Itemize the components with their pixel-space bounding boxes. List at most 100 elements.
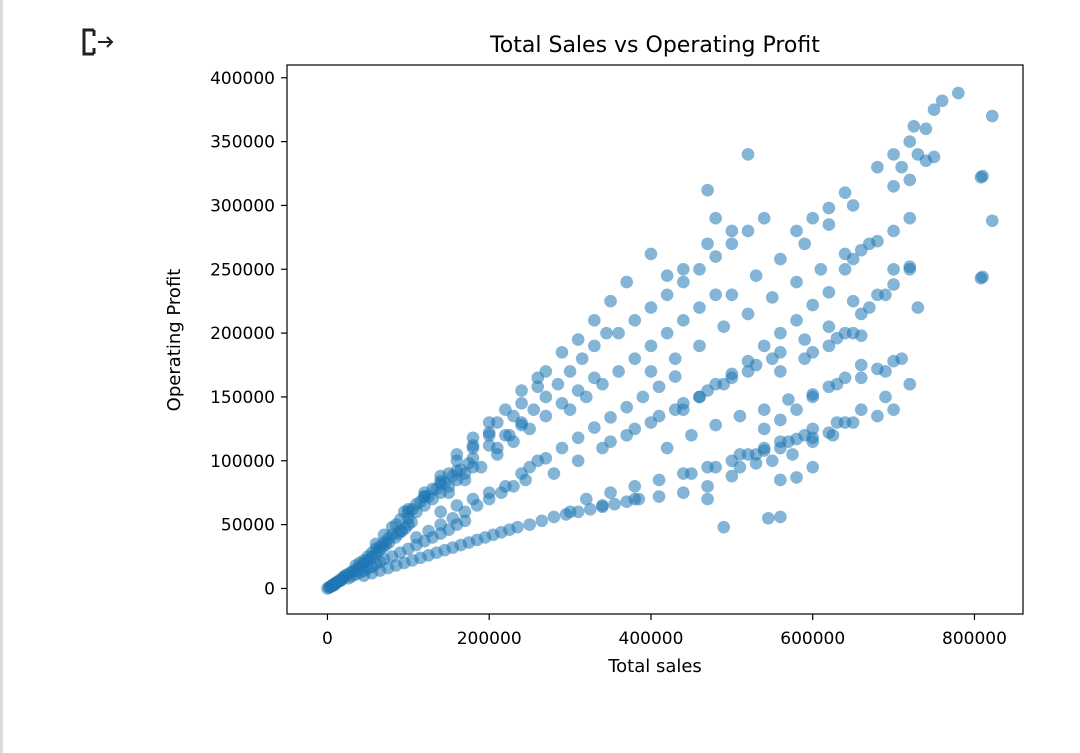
scatter-point [782,393,795,406]
output-redirect-icon[interactable] [80,26,116,58]
x-tick-label: 600000 [780,629,845,649]
scatter-point [584,503,597,516]
scatter-point [490,441,504,455]
scatter-point [887,278,900,291]
scatter-point [677,275,690,289]
scatter-point [442,467,456,480]
scatter-point [854,329,868,342]
scatter-point [806,431,820,445]
scatter-point [575,352,589,365]
scatter-point [822,201,836,215]
scatter-point [426,482,439,496]
scatter-point [563,403,577,417]
scatter-point [806,345,820,359]
points-layer [321,86,999,595]
scatter-point [854,243,868,257]
scatter-point [660,441,674,455]
x-tick-label: 0 [322,629,333,649]
scatter-point [503,428,516,442]
scatter-point [588,339,601,353]
scatter-point [466,492,480,506]
scatter-point [976,169,989,183]
scatter-point [620,495,633,508]
scatter-point [393,513,407,526]
scatter-point [410,497,423,511]
scatter-point [790,224,803,238]
scatter-point [822,426,836,440]
scatter-point [588,314,601,327]
scatter-point [709,250,722,263]
scatter-point [620,400,633,414]
scatter-point [774,510,787,524]
scatter-point [515,397,528,410]
scatter-point [911,301,925,314]
scatter-point [644,301,658,314]
scatter-point [579,390,593,404]
scatter-point [725,288,739,302]
y-tick-label: 200000 [210,324,275,344]
scatter-point [644,339,658,353]
scatter-point [907,119,921,133]
scatter-point [660,269,674,282]
scatter-point [854,403,868,417]
scatter-point [531,371,545,385]
scatter-point [717,520,731,534]
scatter-point [668,370,682,383]
x-tick-label: 200000 [457,629,522,649]
scatter-point [644,365,658,378]
scatter-point [466,451,480,465]
scatter-point [604,486,617,500]
scatter-point [551,377,565,391]
y-axis-label: Operating Profit [164,269,185,412]
scatter-point [757,403,771,417]
scatter-point [527,403,540,417]
x-axis-label: Total sales [607,656,702,677]
scatter-point [822,218,836,231]
scatter-point [450,499,464,512]
scatter-point [596,377,609,391]
scatter-point [628,352,642,365]
scatter-point [490,416,504,429]
scatter-point [693,301,706,314]
scatter-point [612,326,625,340]
scatter-point [717,320,731,334]
scatter-point [798,333,811,346]
y-ticks: 0 50000 100000 150000 200000 250000 300000 3500… [210,69,287,599]
scatter-point [531,380,545,394]
scatter-point [385,520,399,534]
scatter-point [725,469,739,483]
scatter-point [652,380,666,394]
scatter-point [765,291,779,304]
scatter-point [685,428,698,442]
scatter-point [628,422,642,436]
scatter-point [539,409,553,423]
scatter-point [701,480,714,493]
scatter-point [822,285,836,299]
scatter-point [701,237,714,251]
scatter-point [790,432,803,446]
y-tick-label: 50000 [221,516,275,536]
scatter-point [903,211,917,225]
scatter-point [976,270,989,284]
scatter-point [838,416,852,429]
scatter-point [774,365,787,378]
scatter-point [579,492,593,506]
scatter-point [854,371,868,385]
scatter-point [774,413,787,427]
scatter-point [741,448,755,461]
scatter-point [571,454,585,468]
scatter-point [757,444,771,457]
scatter-point [410,531,423,544]
scatter-point [434,474,447,488]
scatter-point [701,492,714,506]
scatter-point [604,411,617,424]
scatter-point [774,473,787,487]
scatter-point [846,294,860,308]
scatter-point [604,435,617,448]
scatter-point [600,326,613,340]
scatter-point [709,460,722,474]
scatter-point [774,345,787,359]
scatter-point [985,214,999,228]
scatter-point [757,339,771,353]
